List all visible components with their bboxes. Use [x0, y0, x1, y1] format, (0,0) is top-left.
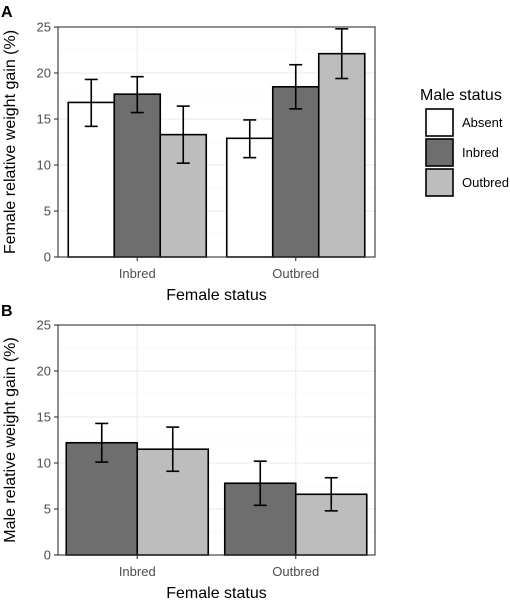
y-tick-label: 20 [37, 364, 51, 379]
y-axis-title: Male relative weight gain (%) [2, 337, 19, 542]
y-axis-title: Female relative weight gain (%) [2, 30, 19, 254]
error-bar [289, 63, 303, 110]
bar-outbred-outbred [317, 52, 366, 258]
y-tick-label: 0 [44, 548, 51, 563]
legend-swatch-absent [425, 108, 454, 137]
panel-label: B [1, 303, 13, 320]
bar-inbred-inbred [113, 93, 162, 258]
y-tick-label: 25 [37, 318, 51, 333]
x-axis-title: Female status [166, 287, 266, 304]
error-bar [95, 422, 109, 463]
legend-label-absent: Absent [462, 115, 503, 130]
y-tick-label: 20 [37, 66, 51, 81]
y-tick-label: 15 [37, 410, 51, 425]
legend-swatch-inbred [425, 138, 454, 167]
x-tick-label: Outbred [272, 564, 319, 579]
x-tick-label: Inbred [119, 266, 156, 281]
y-tick-label: 10 [37, 456, 51, 471]
error-bar [324, 476, 338, 512]
x-tick-label: Inbred [119, 564, 156, 579]
legend-label-inbred: Inbred [462, 145, 499, 160]
bar-inbred-outbred [271, 86, 320, 258]
y-tick-label: 25 [37, 20, 51, 35]
y-tick-label: 10 [37, 158, 51, 173]
error-bar [335, 28, 349, 80]
panel-label: A [1, 4, 13, 21]
panel-a: 0 5 10 15 20 25 Inbred Outbred Female status Fema… [1, 4, 376, 304]
y-tick-label: 0 [44, 250, 51, 265]
x-axis-title: Female status [166, 585, 266, 602]
error-bar [176, 105, 190, 164]
legend: Male status Absent Inbred Outbred [420, 87, 509, 197]
legend-label-outbred: Outbred [462, 175, 509, 190]
y-tick-label: 5 [44, 204, 51, 219]
legend-title: Male status [420, 87, 502, 104]
error-bar [253, 460, 267, 507]
y-tick-label: 5 [44, 502, 51, 517]
error-bar [130, 75, 144, 114]
error-bar [84, 78, 98, 128]
panel-border [57, 324, 376, 556]
x-tick-label: Outbred [272, 266, 319, 281]
error-bar [166, 426, 180, 473]
legend-swatch-outbred [425, 168, 454, 197]
panel-b: 0 5 10 15 20 25 Inbred Outbred Female status Male… [1, 303, 376, 602]
y-tick-label: 15 [37, 112, 51, 127]
panel-border [57, 26, 376, 258]
error-bar [243, 119, 257, 159]
